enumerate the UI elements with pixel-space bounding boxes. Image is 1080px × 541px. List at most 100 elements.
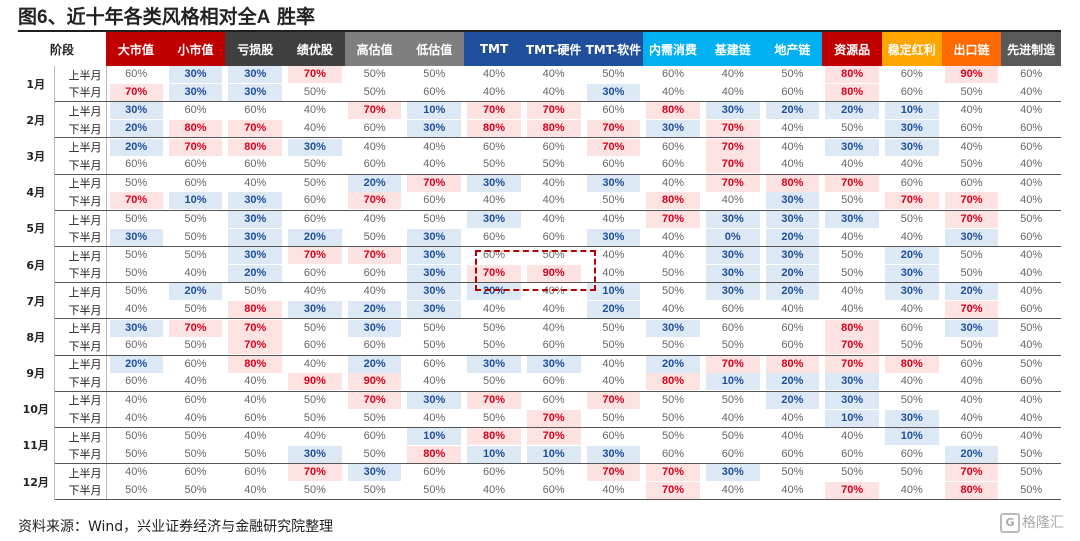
value-cell: 70% [822, 336, 882, 356]
value-cell: 50% [882, 391, 942, 409]
month-label: 10月 [18, 391, 55, 428]
title-number: 6 [37, 7, 48, 28]
value-cell: 60% [702, 445, 763, 465]
win-rate-value: 40% [1020, 393, 1043, 406]
value-cell: 50% [643, 409, 703, 428]
value-cell: 50% [583, 336, 644, 356]
value-cell: 30% [225, 66, 285, 84]
win-rate-value: 90% [288, 373, 342, 391]
value-cell: 80% [882, 355, 942, 373]
win-rate-value: 40% [244, 483, 267, 496]
month-label: 4月 [18, 174, 55, 211]
win-rate-value: 80% [884, 355, 939, 373]
win-rate-value: 70% [646, 464, 700, 482]
win-rate-value: 70% [586, 391, 641, 409]
value-cell: 60% [106, 373, 166, 392]
win-rate-value: 30% [884, 120, 939, 138]
win-rate-value: 50% [482, 411, 505, 424]
win-rate-value: 50% [900, 393, 923, 406]
value-cell: 20% [762, 228, 823, 247]
table-row: 1月 上半月 60% 30% 30% 70% 50% 50% 40% 40% 50% 60% 40% 50… [18, 66, 1061, 102]
value-cell: 30% [941, 228, 1002, 247]
month-label: 1月 [18, 66, 55, 102]
win-rate-value: 40% [781, 483, 804, 496]
column-header: 稳定红利 [881, 32, 942, 66]
win-rate-value: 50% [1020, 213, 1043, 226]
value-cell: 30% [225, 210, 285, 229]
value-cell: 70% [464, 102, 524, 120]
win-rate-value: 60% [244, 158, 267, 171]
win-rate-value: 30% [526, 355, 581, 373]
value-cell: 20% [225, 264, 286, 284]
value-cell: 30% [225, 192, 286, 211]
value-cell: 60% [404, 83, 465, 103]
value-cell: 40% [165, 373, 226, 392]
win-rate-value: 80% [228, 355, 283, 373]
table-row: 下半月 60% 40% 40% 90% 90% 40% 50% 60% 40% 80% 10% 20% 3… [18, 373, 1062, 392]
value-cell: 40% [285, 427, 345, 445]
value-cell: 20% [643, 355, 703, 373]
win-rate-value: 30% [586, 228, 641, 246]
value-cell: 70% [583, 119, 644, 139]
value-cell: 40% [881, 228, 942, 247]
value-cell: 30% [942, 319, 1002, 337]
win-rate-value: 50% [303, 176, 326, 189]
win-rate-value: 30% [884, 138, 939, 156]
value-cell: 60% [882, 174, 942, 192]
win-rate-value: 50% [303, 393, 326, 406]
value-cell: 60% [643, 445, 703, 465]
win-rate-value: 70% [467, 102, 521, 120]
win-rate-value: 40% [542, 176, 565, 189]
value-cell: 80% [643, 192, 703, 211]
value-cell: 70% [703, 138, 763, 156]
top-rule [18, 30, 1061, 32]
value-cell: 60% [106, 336, 166, 356]
value-cell: 60% [941, 119, 1002, 139]
half-label: 下半月 [54, 481, 107, 501]
win-rate-value: 70% [526, 428, 581, 446]
value-cell: 60% [225, 102, 285, 120]
value-cell: 60% [344, 119, 405, 139]
win-rate-value: 50% [125, 483, 148, 496]
win-rate-value: 50% [721, 339, 744, 352]
win-rate-value: 80% [944, 481, 999, 499]
value-cell: 60% [942, 174, 1002, 192]
value-cell: 40% [165, 264, 226, 284]
win-rate-value: 70% [646, 481, 700, 499]
win-rate-value: 40% [721, 68, 744, 81]
win-rate-value: 50% [303, 321, 326, 334]
value-cell: 60% [524, 138, 584, 156]
value-cell: 50% [464, 319, 524, 337]
win-rate-value: 50% [303, 158, 326, 171]
value-cell: 50% [166, 210, 226, 228]
value-cell: 70% [643, 481, 703, 501]
win-rate-value: 50% [841, 122, 864, 135]
value-cell: 80% [165, 119, 226, 139]
win-rate-value: 60% [423, 85, 446, 98]
win-rate-value: 60% [125, 158, 148, 171]
value-cell: 40% [941, 409, 1002, 428]
value-cell: 30% [285, 300, 345, 320]
value-cell: 40% [106, 391, 166, 409]
value-cell: 30% [464, 355, 524, 373]
win-rate-value: 60% [900, 176, 923, 189]
value-cell: 40% [345, 138, 405, 156]
win-rate-value: 40% [841, 430, 864, 443]
win-rate-value: 60% [662, 140, 685, 153]
value-cell: 30% [404, 391, 464, 409]
win-rate-value: 70% [228, 120, 283, 138]
win-rate-value: 60% [125, 375, 148, 388]
value-cell: 40% [822, 155, 882, 175]
win-rate-value: 60% [363, 122, 386, 135]
win-rate-value: 30% [765, 192, 820, 210]
win-rate-value: 60% [781, 321, 804, 334]
value-cell: 80% [225, 355, 285, 373]
win-rate-value: 10% [407, 428, 462, 446]
value-cell: 50% [344, 481, 405, 501]
win-rate-value: 40% [1020, 285, 1043, 298]
win-rate-value: 50% [960, 249, 983, 262]
win-rate-value: 70% [168, 319, 223, 337]
half-label: 上半月 [54, 210, 107, 229]
value-cell: 40% [1001, 102, 1061, 120]
value-cell: 20% [106, 355, 166, 373]
